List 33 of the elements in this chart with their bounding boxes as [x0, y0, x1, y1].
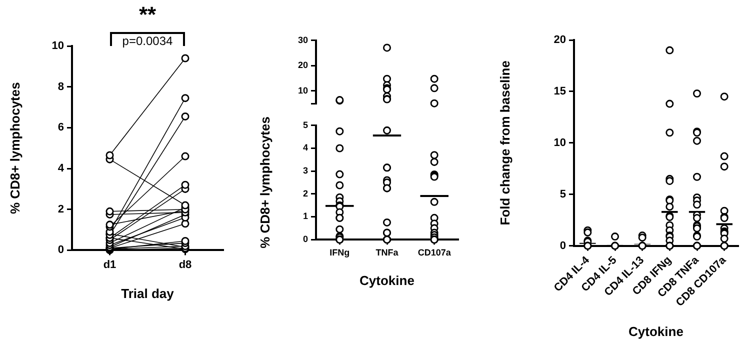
y-tick-label: 4 [58, 162, 65, 175]
y-tick-label: 10 [554, 136, 566, 149]
y-tick-label: 2 [58, 203, 64, 216]
y-tick-label: 15 [554, 85, 566, 98]
y-tick-label: 1 [302, 211, 308, 222]
y-tick-label: 5 [302, 120, 308, 130]
y-tick-label: 5 [560, 188, 566, 200]
x-tick-label: TNFa [376, 247, 400, 258]
x-axis-title: Trial day [121, 286, 175, 301]
y-tick-label: 20 [298, 60, 308, 70]
y-tick-label: 20 [554, 34, 566, 46]
x-axis-title: Cytokine [628, 324, 684, 339]
x-tick-label: d1 [103, 258, 116, 271]
y-tick-label: 8 [58, 80, 64, 93]
y-axis-title: % CD8+ lymphocytes [257, 116, 272, 248]
y-tick-label: 0 [560, 240, 566, 252]
x-tick-label: CD107a [418, 247, 452, 258]
x-tick-label: d8 [178, 258, 192, 271]
x-axis-title: Cytokine [360, 272, 414, 288]
y-tick-label: 2 [302, 188, 308, 198]
y-axis-title: Fold change from baseline [497, 60, 512, 226]
x-tick-label: IFNg [330, 247, 350, 258]
y-tick-label: 0 [302, 234, 308, 244]
y-tick-label: 6 [58, 122, 64, 134]
y-axis-title: % CD8+ lymphocytes [7, 82, 22, 214]
y-tick-label: 4 [302, 142, 308, 153]
y-tick-label: 10 [298, 85, 308, 96]
annotation: p=0.0034 [122, 34, 173, 48]
y-tick-label: 10 [52, 40, 64, 52]
y-tick-label: 0 [58, 244, 64, 256]
y-tick-label: 3 [302, 166, 308, 176]
text: ** [138, 2, 156, 28]
y-tick-label: 30 [298, 34, 308, 45]
